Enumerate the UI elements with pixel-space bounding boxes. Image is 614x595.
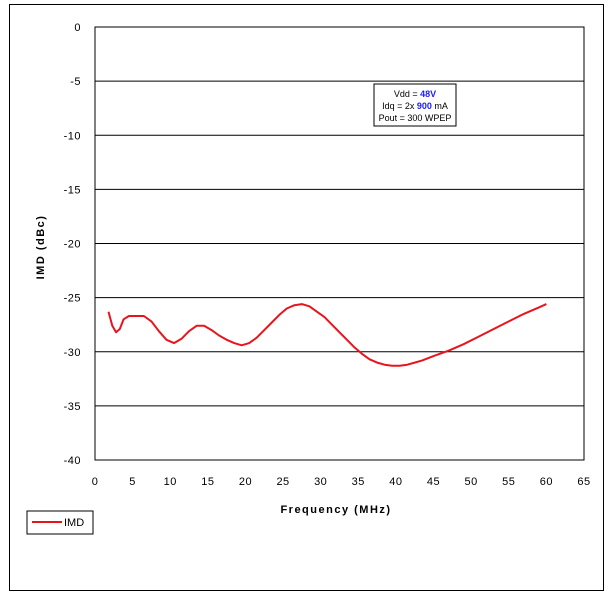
x-tick-label: 35 — [352, 476, 365, 488]
y-tick-label: -5 — [70, 76, 81, 88]
x-tick-label: 45 — [427, 476, 440, 488]
annotation-line-idq: Idq = 2x 900 mA — [382, 101, 448, 111]
x-tick-label: 10 — [164, 476, 177, 488]
x-tick-label: 40 — [389, 476, 402, 488]
plot-area — [94, 26, 585, 461]
x-axis-title: Frequency (MHz) — [280, 504, 391, 516]
y-tick-labels: 0 -5 -10 -15 -20 -25 -30 -35 -40 — [64, 22, 81, 467]
vdd-value: 48V — [420, 89, 436, 99]
y-tick-label: -20 — [64, 239, 81, 251]
y-tick-label: -15 — [64, 184, 81, 196]
x-tick-label: 20 — [239, 476, 252, 488]
y-tick-label: -30 — [64, 347, 81, 359]
x-tick-label: 65 — [577, 476, 590, 488]
legend: IMD — [26, 510, 94, 535]
annotation-line-pout: Pout = 300 WPEP — [379, 113, 452, 123]
gridlines — [95, 26, 584, 461]
annotation-box: Vdd = 48V Idq = 2x 900 mA Pout = 300 WPE… — [373, 83, 457, 127]
x-tick-label: 25 — [276, 476, 289, 488]
y-tick-label: -35 — [64, 401, 81, 413]
x-tick-label: 5 — [129, 476, 136, 488]
y-tick-label: -40 — [64, 455, 81, 467]
imd-series-line — [107, 303, 547, 367]
x-tick-label: 0 — [92, 476, 99, 488]
x-tick-labels: 0 5 10 15 20 25 30 35 40 45 50 55 60 65 — [92, 476, 590, 488]
x-tick-label: 30 — [314, 476, 327, 488]
annotation-line-vdd: Vdd = 48V — [394, 89, 436, 99]
x-tick-label: 15 — [201, 476, 214, 488]
x-tick-label: 50 — [465, 476, 478, 488]
chart-frame — [9, 4, 604, 591]
x-tick-label: 55 — [502, 476, 515, 488]
y-tick-label: 0 — [74, 22, 81, 34]
x-tick-label: 60 — [540, 476, 553, 488]
y-tick-label: -10 — [64, 130, 81, 142]
legend-label-imd: IMD — [64, 517, 84, 529]
y-tick-label: -25 — [64, 293, 81, 305]
idq-value: 900 — [417, 101, 432, 111]
y-axis-title: IMD (dBc) — [35, 215, 47, 280]
